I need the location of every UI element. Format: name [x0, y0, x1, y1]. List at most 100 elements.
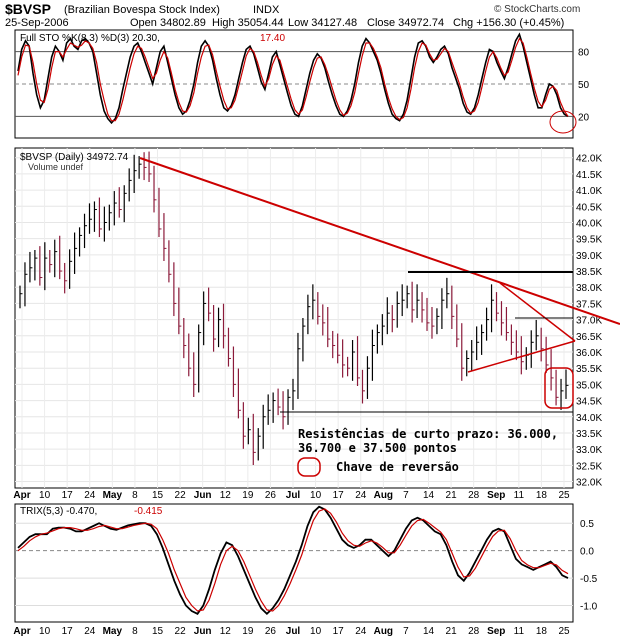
- price-tick-label: 40.0K: [576, 218, 602, 229]
- exchange-label: INDX: [253, 4, 280, 16]
- stochastics-tick-label: 50: [578, 80, 590, 91]
- wedge-upper-line: [499, 282, 576, 342]
- trix-x-tick-label: 18: [536, 626, 548, 637]
- volume-legend: Volume undef: [28, 162, 84, 172]
- price-x-tick-label: Sep: [487, 490, 505, 501]
- price-x-tick-label: 24: [84, 490, 96, 501]
- price-tick-label: 39.0K: [576, 251, 602, 262]
- price-frame: [14, 147, 574, 489]
- price-tick-label: 33.5K: [576, 429, 602, 440]
- price-tick-label: 36.0K: [576, 348, 602, 359]
- price-legend: $BVSP (Daily) 34972.74: [20, 152, 129, 163]
- price-tick-label: 35.0K: [576, 380, 602, 391]
- trix-x-tick-label: 28: [468, 626, 480, 637]
- change-value: Chg +156.30 (+0.45%): [453, 17, 565, 29]
- trix-x-tick-label: 19: [242, 626, 254, 637]
- price-tick-label: 42.0K: [576, 154, 602, 165]
- price-x-tick-label: 15: [152, 490, 164, 501]
- trix-x-tick-label: 24: [355, 626, 367, 637]
- trix-x-tick-label: 14: [423, 626, 435, 637]
- stochastics-tick-label: 80: [578, 48, 590, 59]
- price-x-tick-label: 22: [175, 490, 187, 501]
- stochastics-lines: [17, 32, 569, 125]
- price-x-tick-label: Jun: [194, 490, 212, 501]
- date-label: 25-Sep-2006: [5, 17, 69, 29]
- price-tick-label: 32.5K: [576, 461, 602, 472]
- price-x-tick-label: 17: [333, 490, 345, 501]
- trix-signal-line: [17, 508, 569, 612]
- price-tick-label: 41.5K: [576, 170, 602, 181]
- price-tick-label: 37.0K: [576, 316, 602, 327]
- price-bars: [19, 151, 569, 466]
- price-x-tick-label: 12: [220, 490, 232, 501]
- stochastics-k-line: [17, 32, 569, 125]
- trix-x-tick-label: Jun: [194, 626, 212, 637]
- stochastics-panel: Full STO %K(8,3) %D(3) 20.30, 17.40 80 50…: [14, 29, 590, 139]
- trix-x-tick-label: 22: [175, 626, 187, 637]
- trix-x-tick-label: 10: [310, 626, 322, 637]
- stochastics-reversal-circle: [549, 110, 577, 134]
- price-ticks: 42.0K 41.5K 41.0K 40.5K 40.0K 39.5K 39.0K 38.5K…: [576, 154, 602, 489]
- price-x-axis: Apr 10 17 24 May 8 15 22 Jun 12 19 26 Jul 10 17 24 Aug 7 1…: [13, 490, 570, 501]
- trix-frame: [14, 503, 574, 623]
- price-tick-label: 36.5K: [576, 332, 602, 343]
- stochastics-legend-k: Full STO %K(8,3) %D(3) 20.30,: [20, 33, 160, 44]
- index-name: (Brazilian Bovespa Stock Index): [64, 4, 220, 16]
- trix-x-tick-label: 17: [62, 626, 74, 637]
- price-x-tick-label: Apr: [13, 490, 30, 501]
- downtrend-line: [139, 157, 620, 325]
- symbol-title: $BVSP: [5, 1, 51, 17]
- annotation-resistances-line1: Resistências de curto prazo: 36.000, 36.7…: [298, 427, 558, 455]
- trix-line: [17, 505, 569, 616]
- price-x-tick-label: 21: [446, 490, 458, 501]
- price-x-tick-label: 28: [468, 490, 480, 501]
- price-x-tick-label: 11: [514, 490, 525, 501]
- trix-x-tick-label: 21: [446, 626, 458, 637]
- price-x-tick-label: 10: [39, 490, 51, 501]
- open-value: Open 34802.89: [130, 17, 206, 29]
- price-x-tick-label: Jul: [286, 490, 301, 501]
- price-tick-label: 40.5K: [576, 202, 602, 213]
- trix-x-tick-label: May: [103, 626, 123, 637]
- trix-x-tick-label: 25: [558, 626, 570, 637]
- reversal-key-box: [544, 367, 574, 409]
- price-tick-label: 41.0K: [576, 186, 602, 197]
- trix-grid: [15, 522, 573, 607]
- price-x-tick-label: 7: [403, 490, 409, 501]
- price-x-tick-label: 25: [558, 490, 570, 501]
- trix-tick-label: 0.5: [580, 519, 594, 530]
- price-x-tick-label: 17: [62, 490, 74, 501]
- stochastics-tick-label: 20: [578, 112, 590, 123]
- credit-label: © StockCharts.com: [494, 4, 581, 15]
- price-x-tick-label: 18: [536, 490, 548, 501]
- trix-x-tick-label: Jul: [286, 626, 301, 637]
- price-tick-label: 35.5K: [576, 364, 602, 375]
- price-tick-label: 32.0K: [576, 478, 602, 489]
- price-x-tick-label: 8: [132, 490, 138, 501]
- stochastics-ticks: 80 50 20: [578, 48, 590, 124]
- price-x-tick-label: Aug: [374, 490, 393, 501]
- trix-x-tick-label: 17: [333, 626, 345, 637]
- trix-tick-label: 0.0: [580, 547, 594, 558]
- price-panel: 42.0K 41.5K 41.0K 40.5K 40.0K 39.5K 39.0K 38.5K…: [13, 147, 620, 501]
- close-value: Close 34972.74: [367, 17, 445, 29]
- price-x-tick-label: 19: [242, 490, 254, 501]
- trix-x-tick-label: Aug: [374, 626, 393, 637]
- price-tick-label: 38.0K: [576, 283, 602, 294]
- trix-tick-label: -0.5: [580, 574, 598, 585]
- price-tick-label: 33.0K: [576, 445, 602, 456]
- trix-ticks: 0.5 0.0 -0.5 -1.0: [580, 519, 598, 612]
- trix-x-tick-label: 12: [220, 626, 232, 637]
- trix-x-tick-label: 10: [39, 626, 51, 637]
- trix-legend-b: -0.415: [134, 506, 163, 517]
- trix-x-tick-label: 24: [84, 626, 96, 637]
- price-x-tick-label: 10: [310, 490, 322, 501]
- wedge-lower-line: [467, 340, 576, 373]
- price-x-tick-label: 14: [423, 490, 435, 501]
- trix-x-tick-label: 26: [265, 626, 277, 637]
- price-tick-label: 38.5K: [576, 267, 602, 278]
- trix-panel: 0.50.0-0.5-1.0 TRIX(5,3) -0.470, -0.415 …: [13, 503, 598, 637]
- reversal-key-legend-icon: [297, 457, 321, 477]
- price-tick-label: 37.5K: [576, 299, 602, 310]
